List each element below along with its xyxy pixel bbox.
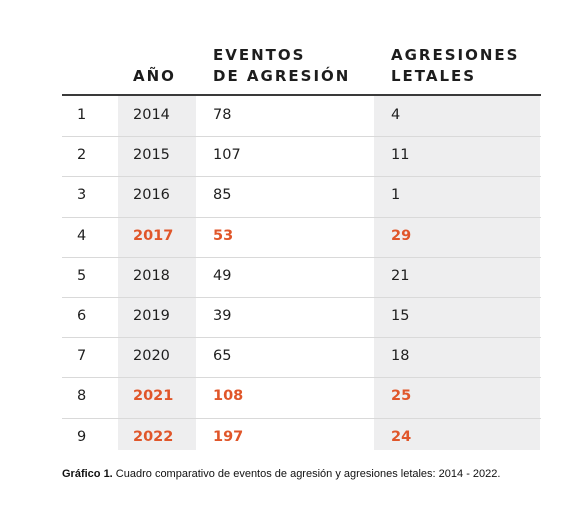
row-number: 6	[77, 308, 87, 324]
events-cell: 53	[213, 227, 234, 244]
row-number: 3	[77, 187, 87, 204]
row-divider	[62, 136, 541, 138]
year-cell: 2020	[133, 348, 170, 365]
row-number: 8	[77, 388, 87, 405]
header-lethal: AGRESIONES LETALES	[391, 46, 520, 85]
row-divider	[62, 297, 541, 298]
row-number: 9	[77, 428, 87, 445]
lethal-cell: 21	[391, 267, 410, 284]
lethal-cell: 18	[391, 348, 410, 365]
events-cell: 197	[213, 428, 244, 445]
lethal-cell: 24	[391, 428, 412, 445]
year-cell: 2015	[133, 147, 170, 164]
events-cell: 108	[213, 388, 244, 405]
year-cell: 2016	[133, 187, 170, 204]
events-cell: 78	[213, 107, 232, 123]
header-events: EVENTOS DE AGRESIÓN	[213, 46, 351, 85]
lethal-cell: 15	[391, 308, 410, 324]
lethal-cell: 11	[391, 147, 410, 164]
year-cell: 2017	[133, 227, 174, 244]
row-divider	[62, 176, 541, 178]
lethal-cell: 25	[391, 388, 412, 405]
year-column-shade	[118, 95, 196, 450]
events-cell: 107	[213, 147, 241, 164]
lethal-cell: 1	[391, 187, 401, 204]
row-number: 5	[77, 267, 87, 284]
year-cell: 2014	[133, 107, 170, 123]
row-divider	[62, 417, 541, 419]
year-cell: 2018	[133, 267, 170, 284]
year-cell: 2021	[133, 388, 174, 405]
row-number: 1	[77, 107, 87, 123]
caption-label: Gráfico 1.	[62, 468, 113, 480]
row-divider	[62, 337, 541, 339]
row-divider	[62, 377, 541, 379]
lethal-column-shade	[374, 95, 540, 450]
lethal-cell: 29	[391, 227, 412, 244]
events-cell: 65	[213, 348, 232, 365]
events-cell: 85	[213, 187, 232, 204]
year-cell: 2019	[133, 308, 170, 324]
year-cell: 2022	[133, 428, 174, 445]
row-number: 2	[77, 147, 87, 164]
row-divider	[62, 256, 541, 258]
header-year: AÑO	[133, 67, 176, 85]
caption-text: Cuadro comparativo de eventos de agresió…	[112, 468, 501, 480]
data-table: AÑO EVENTOS DE AGRESIÓN AGRESIONES LETAL…	[62, 0, 541, 452]
events-cell: 39	[213, 308, 232, 324]
figure-caption: Gráfico 1. Cuadro comparativo de eventos…	[62, 468, 500, 480]
header-rule	[62, 94, 541, 96]
row-number: 4	[77, 227, 87, 244]
lethal-cell: 4	[391, 107, 401, 123]
row-number: 7	[77, 348, 87, 365]
events-cell: 49	[213, 267, 232, 284]
row-divider	[62, 216, 541, 218]
